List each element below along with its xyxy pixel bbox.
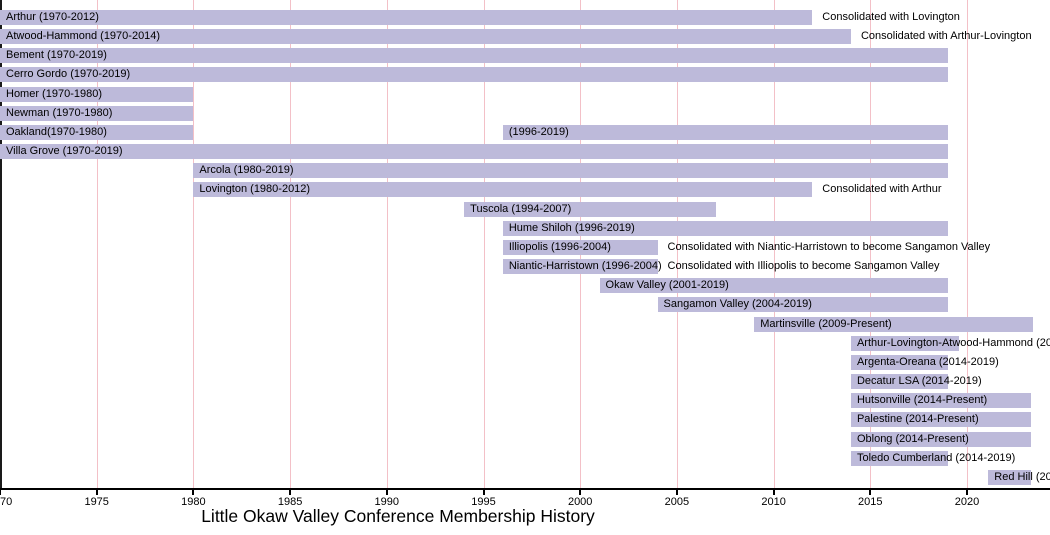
bar-label: Tuscola (1994-2007) <box>470 202 572 215</box>
gridline-1975 <box>96 0 98 488</box>
x-axis-tick-label-2000: 2000 <box>567 496 593 508</box>
x-axis-tick-label-1995: 1995 <box>471 496 496 508</box>
bar-label: Cerro Gordo (1970-2019) <box>6 68 131 81</box>
timeline-bar: Palestine (2014-Present) <box>850 412 1031 428</box>
bar-label: Decatur LSA (2014-2019) <box>856 375 982 388</box>
gridline-2005 <box>676 0 678 488</box>
x-axis-tick-label-1990: 1990 <box>374 496 400 508</box>
bar-label: Toledo Cumberland (2014-2019) <box>856 451 1016 464</box>
gridline-1985 <box>290 0 292 488</box>
x-axis-tick-label-1975: 1975 <box>84 496 109 508</box>
timeline-bar: Argenta-Oreana (2014-2019) <box>850 354 999 370</box>
gridline-1990 <box>386 0 388 488</box>
timeline-bar: Arthur-Lovington-Atwood-Hammond (2014 <box>850 335 1050 351</box>
consolidation-note: Consolidated with Arthur-Lovington <box>860 30 1032 43</box>
bar-label: Illiopolis (1996-2004) <box>508 240 611 253</box>
y-axis-spine <box>0 0 2 488</box>
x-axis-tick-1975 <box>95 490 98 495</box>
bar-label: Hutsonville (2014-Present) <box>856 394 988 407</box>
bar-label: Palestine (2014-Present) <box>856 413 979 426</box>
timeline-bar: Oblong (2014-Present) <box>850 431 1031 447</box>
x-axis-tick-label-1970: 1970 <box>0 496 13 508</box>
timeline-bar: Villa Grove (1970-2019) <box>0 144 948 160</box>
x-axis-tick-2015 <box>869 490 872 495</box>
timeline-bar: Sangamon Valley (2004-2019) <box>657 297 948 313</box>
timeline-bar: Arcola (1980-2019) <box>193 163 948 179</box>
x-axis-tick-1990 <box>385 490 388 495</box>
gridline-2010 <box>773 0 775 488</box>
bar-label: Red Hill (20 <box>994 470 1050 483</box>
consolidation-note: Consolidated with Lovington <box>822 11 960 23</box>
bar-label: Niantic-Harristown (1996-2004) <box>508 260 662 273</box>
bar-label: Lovington (1980-2012) <box>199 183 311 196</box>
timeline-bar: Red Hill (20 <box>988 469 1050 485</box>
bar-label: Martinsville (2009-Present) <box>760 317 892 330</box>
timeline-bar: Tuscola (1994-2007) <box>464 201 716 217</box>
timeline-bar: Hutsonville (2014-Present) <box>850 393 1031 409</box>
consolidation-note: Consolidated with Illiopolis to become S… <box>667 260 940 273</box>
timeline-bar: Toledo Cumberland (2014-2019) <box>850 450 1015 466</box>
bar-label: (1996-2019) <box>508 125 569 138</box>
timeline-bar: Newman (1970-1980) <box>0 105 194 121</box>
gridline-1980 <box>193 0 195 488</box>
gridline-2020 <box>967 0 968 488</box>
timeline-bar: Oakland(1970-1980) <box>0 124 194 140</box>
timeline-bar: Homer (1970-1980) <box>0 86 194 102</box>
x-axis-tick-2005 <box>675 490 678 495</box>
bar-label: Homer (1970-1980) <box>6 87 102 100</box>
bar-label: Okaw Valley (2001-2019) <box>605 279 729 292</box>
x-axis-line <box>0 488 1050 490</box>
timeline-bar: Okaw Valley (2001-2019) <box>599 278 948 294</box>
bar-label: Bement (1970-2019) <box>6 49 107 62</box>
bar-label: Argenta-Oreana (2014-2019) <box>856 355 999 368</box>
x-axis-tick-2000 <box>579 490 582 495</box>
x-axis-tick-label-2020: 2020 <box>954 496 980 508</box>
timeline-bar: Atwood-Hammond (1970-2014) <box>0 29 851 45</box>
bar-label: Villa Grove (1970-2019) <box>6 145 123 158</box>
bar-label: Newman (1970-1980) <box>6 106 113 119</box>
bar-label: Arthur-Lovington-Atwood-Hammond (2014 <box>856 336 1050 349</box>
x-axis-tick-1995 <box>482 490 485 495</box>
x-axis-tick-label-2010: 2010 <box>761 496 786 508</box>
x-axis-tick-2010 <box>772 490 775 495</box>
x-axis-tick-1980 <box>192 490 195 495</box>
bar-label: Oblong (2014-Present) <box>856 432 969 445</box>
bar-label: Atwood-Hammond (1970-2014) <box>6 30 161 43</box>
bar-label: Sangamon Valley (2004-2019) <box>663 298 812 311</box>
x-axis-tick-1970 <box>0 490 1 495</box>
bar-label: Hume Shiloh (1996-2019) <box>508 221 635 234</box>
timeline-bar: Bement (1970-2019) <box>0 48 948 64</box>
timeline-bar: Decatur LSA (2014-2019) <box>850 374 982 390</box>
x-axis-tick-2020 <box>966 490 968 495</box>
consolidation-note: Consolidated with Arthur <box>822 183 942 196</box>
timeline-bar: Hume Shiloh (1996-2019) <box>502 220 948 236</box>
consolidation-note: Consolidated with Niantic-Harristown to … <box>667 240 991 253</box>
x-axis-tick-label-1980: 1980 <box>181 496 206 508</box>
chart-title: Little Okaw Valley Conference Membership… <box>201 506 595 526</box>
gridline-1995 <box>483 0 485 488</box>
bar-label: Oakland(1970-1980) <box>6 125 107 138</box>
x-axis-tick-label-1985: 1985 <box>277 496 303 508</box>
x-axis-tick-label-2005: 2005 <box>664 496 690 508</box>
x-axis-tick-1985 <box>289 490 292 495</box>
bar-label: Arcola (1980-2019) <box>199 164 294 177</box>
timeline-bar: (1996-2019) <box>502 124 948 140</box>
gridline-2015 <box>870 0 872 488</box>
timeline-bar: Lovington (1980-2012) <box>193 182 813 198</box>
timeline-bar: Cerro Gordo (1970-2019) <box>0 67 948 83</box>
timeline-bar: Arthur (1970-2012) <box>0 10 813 25</box>
x-axis-tick-label-2015: 2015 <box>858 496 883 508</box>
timeline-bar: Martinsville (2009-Present) <box>754 316 1033 332</box>
timeline-bar: Illiopolis (1996-2004) <box>502 239 658 255</box>
bar-label: Arthur (1970-2012) <box>6 11 99 23</box>
timeline-bar: Niantic-Harristown (1996-2004) <box>502 259 662 275</box>
